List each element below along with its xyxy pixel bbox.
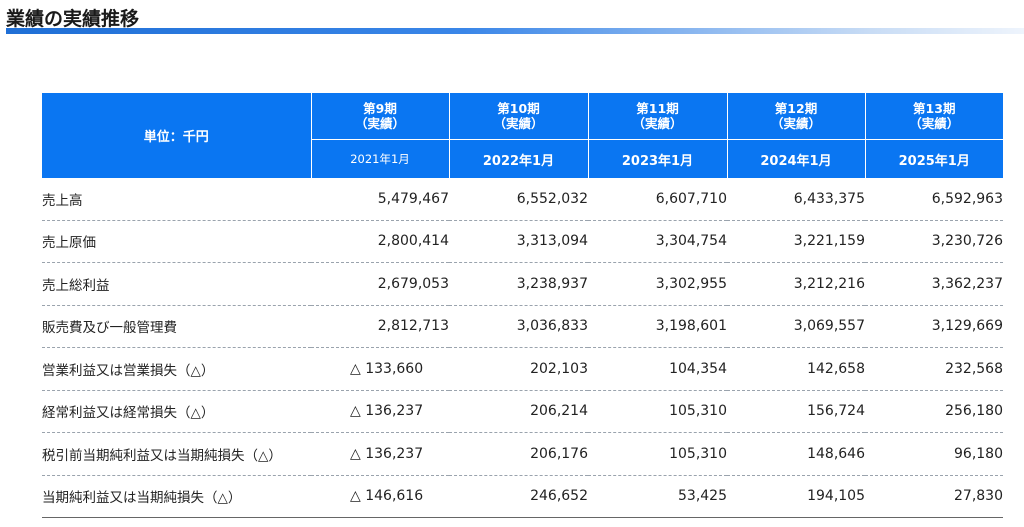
table-cell: 2,679,053 — [311, 262, 449, 306]
table-cell: 3,238,937 — [449, 262, 588, 306]
table-cell: 3,036,833 — [449, 305, 588, 348]
row-label: 売上高 — [42, 178, 311, 221]
table-cell: △ 146,616 — [311, 475, 449, 518]
table-cell: 3,198,601 — [588, 305, 727, 348]
title-underline-bar — [6, 28, 1024, 34]
column-header-date: 2022年1月 — [449, 139, 589, 178]
table-cell: 206,176 — [449, 432, 588, 476]
table-cell: 3,230,726 — [865, 220, 1003, 263]
row-label: 税引前当期純利益又は当期純損失（△） — [42, 432, 311, 476]
table-cell: 194,105 — [727, 475, 865, 518]
table-cell: △ 136,237 — [311, 390, 449, 433]
table-cell: 6,607,710 — [588, 178, 727, 221]
table-cell: 3,313,094 — [449, 220, 588, 263]
table-cell: 3,129,669 — [865, 305, 1003, 348]
table-row: 営業利益又は営業損失（△） △ 133,660 202,103 104,354 … — [42, 347, 1003, 391]
table-cell: 232,568 — [865, 347, 1003, 391]
table-cell: 2,800,414 — [311, 220, 449, 263]
row-label: 売上原価 — [42, 220, 311, 263]
table-cell: 206,214 — [449, 390, 588, 433]
table-cell: 5,479,467 — [311, 178, 449, 221]
table-cell: 6,552,032 — [449, 178, 588, 221]
table-cell: △ 133,660 — [311, 347, 449, 391]
table-cell: 6,592,963 — [865, 178, 1003, 221]
table-cell: 3,221,159 — [727, 220, 865, 263]
table-cell: 53,425 — [588, 475, 727, 518]
table-cell: 246,652 — [449, 475, 588, 518]
table-cell: △ 136,237 — [311, 432, 449, 476]
row-label: 経常利益又は経常損失（△） — [42, 390, 311, 433]
table-cell: 105,310 — [588, 432, 727, 476]
table-cell: 3,362,237 — [865, 262, 1003, 306]
column-header-date: 2021年1月 — [311, 139, 450, 178]
table-row: 当期純利益又は当期純損失（△） △ 146,616 246,652 53,425… — [42, 475, 1003, 518]
column-header-date: 2024年1月 — [727, 139, 866, 178]
table-cell: 156,724 — [727, 390, 865, 433]
table-date-row: 2021年1月 2022年1月 2023年1月 2024年1月 2025年1月 — [42, 139, 1003, 178]
table-cell: 3,069,557 — [727, 305, 865, 348]
table-row: 税引前当期純利益又は当期純損失（△） △ 136,237 206,176 105… — [42, 432, 1003, 476]
unit-label: 単位：千円 — [42, 93, 312, 178]
table-row: 売上原価 2,800,414 3,313,094 3,304,754 3,221… — [42, 220, 1003, 263]
table-cell: 256,180 — [865, 390, 1003, 433]
column-header-period: 第13期 （実績） — [865, 93, 1003, 140]
table-row: 売上高 5,479,467 6,552,032 6,607,710 6,433,… — [42, 178, 1003, 221]
table-cell: 202,103 — [449, 347, 588, 391]
table-cell: 96,180 — [865, 432, 1003, 476]
table-cell: 6,433,375 — [727, 178, 865, 221]
row-label: 当期純利益又は当期純損失（△） — [42, 475, 311, 518]
column-header-date: 2025年1月 — [865, 139, 1003, 178]
table-cell: 3,212,216 — [727, 262, 865, 306]
table-cell: 104,354 — [588, 347, 727, 391]
table-cell: 3,304,754 — [588, 220, 727, 263]
table-row: 売上総利益 2,679,053 3,238,937 3,302,955 3,21… — [42, 262, 1003, 306]
table-cell: 3,302,955 — [588, 262, 727, 306]
row-label: 売上総利益 — [42, 262, 311, 306]
table-row: 販売費及び一般管理費 2,812,713 3,036,833 3,198,601… — [42, 305, 1003, 348]
row-label: 販売費及び一般管理費 — [42, 305, 311, 348]
column-header-period: 第9期 （実績） — [311, 93, 450, 140]
table-cell: 27,830 — [865, 475, 1003, 518]
column-header-period: 第10期 （実績） — [449, 93, 589, 140]
row-label: 営業利益又は営業損失（△） — [42, 347, 311, 391]
table-cell: 142,658 — [727, 347, 865, 391]
page-title: 業績の実績推移 — [6, 8, 140, 30]
table-row: 経常利益又は経常損失（△） △ 136,237 206,214 105,310 … — [42, 390, 1003, 433]
table-cell: 105,310 — [588, 390, 727, 433]
column-header-date: 2023年1月 — [588, 139, 728, 178]
column-header-period: 第12期 （実績） — [727, 93, 866, 140]
performance-table: 単位：千円 第9期 （実績） 第10期 （実績） 第11期 （実績） 第12期 （実績）… — [42, 93, 1003, 518]
table-cell: 148,646 — [727, 432, 865, 476]
table-header-row: 単位：千円 第9期 （実績） 第10期 （実績） 第11期 （実績） 第12期 （実績）… — [42, 93, 1003, 178]
table-cell: 2,812,713 — [311, 305, 449, 348]
column-header-period: 第11期 （実績） — [588, 93, 728, 140]
